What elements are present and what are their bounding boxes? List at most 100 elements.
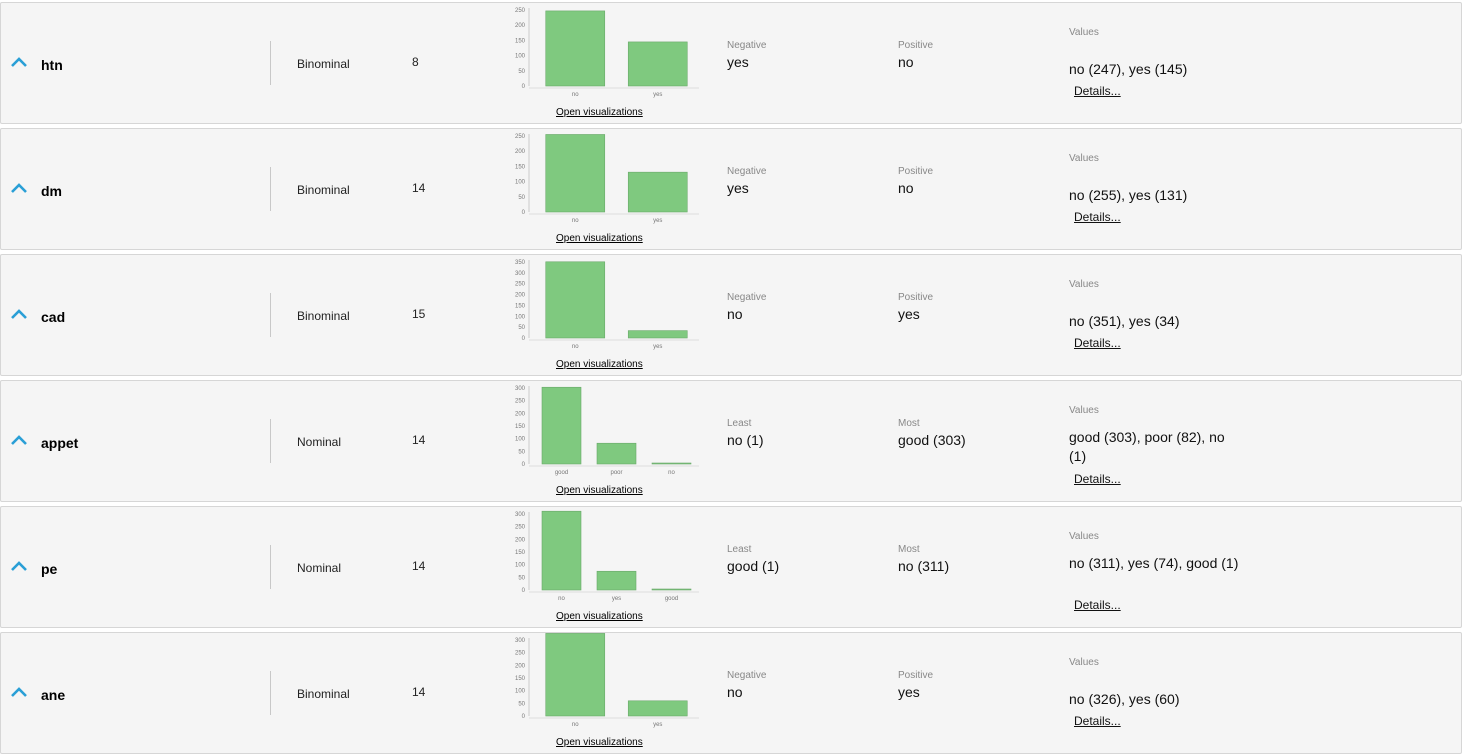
y-tick-label: 150 [515, 164, 526, 170]
x-tick-label: yes [653, 344, 662, 350]
details-link[interactable]: Details... [1074, 598, 1121, 612]
open-visualizations-link[interactable]: Open visualizations [556, 737, 643, 748]
open-visualizations-link[interactable]: Open visualizations [556, 233, 643, 244]
value-distribution-chart: 0 50 100 150 200 250 no yes [515, 134, 699, 224]
y-tick-label: 200 [515, 537, 526, 543]
collapse-chevron-icon[interactable] [10, 56, 28, 68]
y-tick-label: 100 [515, 437, 526, 443]
y-tick-label: 200 [515, 293, 526, 299]
attribute-name: htn [41, 57, 63, 73]
attribute-row: ane Binominal 14 0 50 100 150 200 250 300 no yes Ope… [0, 632, 1462, 754]
values-text: good (303), poor (82), no (1) [1069, 429, 1225, 464]
details-link[interactable]: Details... [1074, 336, 1121, 350]
y-tick-label: 50 [518, 449, 525, 455]
y-tick-label: 100 [515, 689, 526, 695]
column-divider [270, 167, 271, 211]
x-tick-label: no [572, 722, 579, 728]
missing-count: 8 [412, 55, 419, 69]
x-tick-label: no [572, 218, 579, 224]
y-tick-label: 0 [522, 84, 526, 90]
collapse-chevron-icon[interactable] [10, 308, 28, 320]
right-stat-value: yes [898, 306, 920, 322]
column-divider [270, 419, 271, 463]
y-tick-label: 0 [522, 588, 526, 594]
attribute-type: Binominal [297, 57, 350, 71]
values-label: Values [1069, 657, 1099, 668]
attribute-type: Nominal [297, 435, 342, 449]
y-tick-label: 150 [515, 676, 526, 682]
value-distribution-chart: 0 50 100 150 200 250 300 no yes good [515, 510, 699, 602]
details-link[interactable]: Details... [1074, 84, 1121, 98]
y-tick-label: 100 [515, 180, 526, 186]
left-stat-label: Negative [727, 670, 767, 681]
x-tick-label: no [572, 344, 579, 350]
right-stat-label: Positive [898, 292, 934, 303]
attribute-row: cad Binominal 15 0 50 100 150 200 250 300 350 no yes… [0, 254, 1462, 376]
attribute-row: dm Binominal 14 0 50 100 150 200 250 no yes Open vi… [0, 128, 1462, 250]
y-tick-label: 200 [515, 663, 526, 669]
y-tick-label: 250 [515, 399, 526, 405]
x-tick-label: no [558, 596, 565, 602]
bar-good [651, 588, 692, 591]
right-stat-value: no [898, 180, 914, 196]
y-tick-label: 50 [518, 575, 525, 581]
values-label: Values [1069, 27, 1099, 38]
collapse-chevron-icon[interactable] [10, 182, 28, 194]
left-stat-value: no [727, 306, 743, 322]
bar-no [651, 462, 692, 465]
y-tick-label: 300 [515, 271, 526, 277]
y-tick-label: 0 [522, 336, 526, 342]
x-tick-label: yes [653, 722, 662, 728]
bar-poor [596, 442, 637, 465]
details-link[interactable]: Details... [1074, 210, 1121, 224]
y-tick-label: 0 [522, 210, 526, 216]
values-text: no (247), yes (145) [1069, 61, 1188, 77]
bar-no [545, 633, 606, 717]
attribute-type: Binominal [297, 687, 350, 701]
open-visualizations-link[interactable]: Open visualizations [556, 359, 643, 370]
value-distribution-chart: 0 50 100 150 200 250 300 good poor no [515, 386, 699, 476]
left-stat-label: Least [727, 544, 752, 555]
right-stat-label: Most [898, 418, 920, 429]
y-tick-label: 250 [515, 651, 526, 657]
y-tick-label: 100 [515, 563, 526, 569]
bar-no [545, 10, 606, 87]
y-tick-label: 200 [515, 23, 526, 29]
y-tick-label: 350 [515, 260, 526, 266]
left-stat-value: no (1) [727, 432, 764, 448]
collapse-chevron-icon[interactable] [10, 686, 28, 698]
attribute-type: Nominal [297, 561, 342, 575]
left-stat-label: Negative [727, 292, 767, 303]
y-tick-label: 0 [522, 462, 526, 468]
left-stat-value: yes [727, 180, 749, 196]
open-visualizations-link[interactable]: Open visualizations [556, 485, 643, 496]
column-divider [270, 293, 271, 337]
column-divider [270, 671, 271, 715]
x-tick-label: no [572, 92, 579, 98]
attribute-row: appet Nominal 14 0 50 100 150 200 250 300 good poor… [0, 380, 1462, 502]
details-link[interactable]: Details... [1074, 714, 1121, 728]
values-text: no (311), yes (74), good (1) [1069, 555, 1239, 571]
missing-count: 14 [412, 559, 426, 573]
right-stat-value: no (311) [898, 558, 950, 574]
attribute-row: htn Binominal 8 0 50 100 150 200 250 no yes Open vi… [0, 2, 1462, 124]
attribute-type: Binominal [297, 309, 350, 323]
left-stat-label: Negative [727, 40, 767, 51]
missing-count: 14 [412, 685, 426, 699]
right-stat-label: Most [898, 544, 920, 555]
bar-yes [627, 171, 688, 213]
collapse-chevron-icon[interactable] [10, 434, 28, 446]
right-stat-label: Positive [898, 670, 934, 681]
y-tick-label: 50 [518, 195, 525, 201]
open-visualizations-link[interactable]: Open visualizations [556, 611, 643, 622]
y-tick-label: 300 [515, 512, 526, 518]
column-divider [270, 545, 271, 589]
values-text: no (255), yes (131) [1069, 187, 1188, 203]
collapse-chevron-icon[interactable] [10, 560, 28, 572]
y-tick-label: 0 [522, 714, 526, 720]
left-stat-label: Least [727, 418, 752, 429]
open-visualizations-link[interactable]: Open visualizations [556, 107, 643, 118]
bar-yes [627, 41, 688, 87]
details-link[interactable]: Details... [1074, 472, 1121, 486]
